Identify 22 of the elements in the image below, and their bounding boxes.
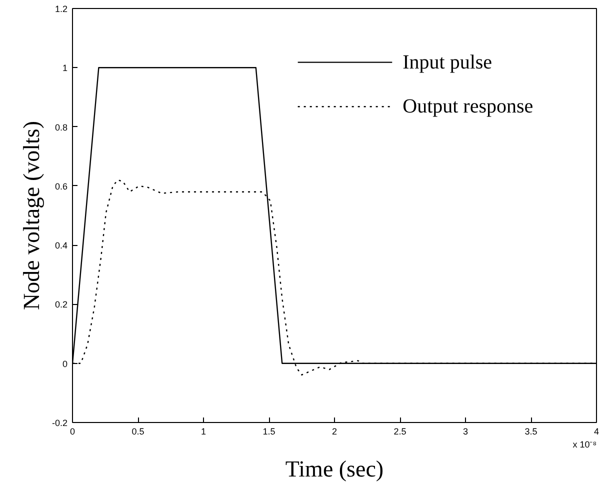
y-tick-label: 0.8 [54,122,68,132]
x-tick-label: 0 [70,426,76,436]
y-tick-label: 0.4 [54,240,68,251]
y-tick-label: -0.2 [52,418,68,428]
x-tick-label: 3 [462,426,468,436]
legend-label: Output response [402,96,534,118]
x-tick-label: 1.5 [262,426,276,436]
y-tick-label: 1.2 [54,4,68,14]
x-tick-label: 1 [200,426,206,436]
y-tick-label: 0.6 [54,181,68,192]
x-axis-title: Time (sec) [285,456,384,482]
x-tick-label: 2.5 [394,426,406,436]
y-tick-label: 0.2 [54,300,68,310]
text: x 10⁻⁸ [572,440,597,450]
y-tick-label: 1 [62,63,68,74]
x-tick-label: 4 [594,426,600,436]
x-tick-label: 0.5 [132,426,144,436]
legend-label: Input pulse [402,51,492,74]
y-axis-title: Node voltage (volts) [18,120,44,310]
y-tick-label: 0 [62,358,68,369]
x-tick-label: 2 [332,426,338,436]
x-tick-label: 3.5 [524,426,538,436]
